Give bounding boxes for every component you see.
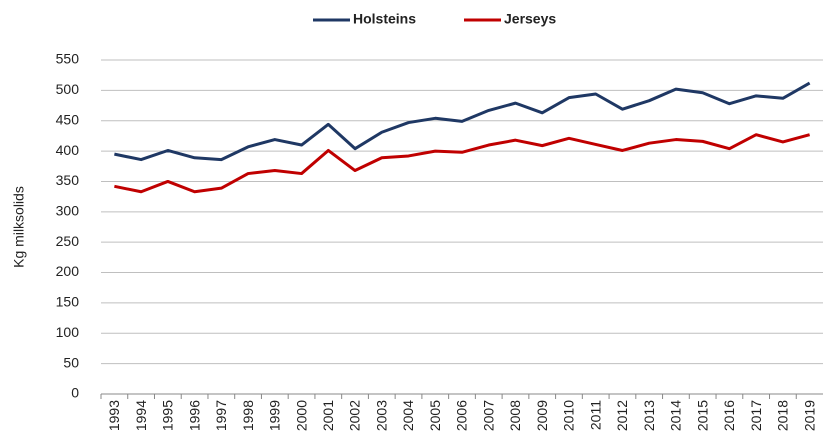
y-tick-label: 50 — [63, 354, 79, 370]
x-tick-label: 2002 — [347, 400, 363, 431]
x-tick-label: 2011 — [587, 400, 603, 430]
x-tick-label: 1996 — [186, 400, 202, 431]
x-tick-label: 2010 — [561, 400, 577, 431]
y-tick-label: 0 — [71, 385, 79, 401]
series-line — [114, 133, 811, 194]
y-tick-label: 500 — [56, 81, 80, 97]
x-tick-label: 2015 — [694, 400, 710, 431]
x-tick-label: 1993 — [106, 400, 122, 431]
x-tick-label: 1999 — [267, 400, 283, 431]
y-tick-label: 100 — [56, 324, 80, 340]
y-tick-label: 150 — [56, 294, 80, 310]
x-tick-label: 1995 — [160, 400, 176, 431]
legend-label: Jerseys — [504, 11, 556, 27]
x-tick-label: 1998 — [240, 400, 256, 431]
y-tick-label: 250 — [56, 233, 80, 249]
x-tick-label: 2013 — [641, 400, 657, 431]
y-tick-label: 350 — [56, 172, 80, 188]
x-tick-label: 2005 — [427, 400, 443, 431]
x-tick-label: 2007 — [480, 400, 496, 431]
y-tick-label: 550 — [56, 51, 80, 67]
x-tick-label: 2003 — [373, 400, 389, 431]
y-axis-title: Kg milksolids — [11, 186, 27, 268]
y-tick-label: 300 — [56, 203, 80, 219]
x-tick-label: 2008 — [507, 400, 523, 431]
y-tick-label: 200 — [56, 263, 80, 279]
x-tick-label: 2000 — [293, 400, 309, 431]
x-tick-label: 2004 — [400, 400, 416, 431]
x-tick-label: 2012 — [614, 400, 630, 431]
x-tick-label: 2009 — [534, 400, 550, 431]
x-tick-label: 2014 — [668, 400, 684, 431]
legend-label: Holsteins — [353, 11, 416, 27]
y-tick-label: 400 — [56, 142, 80, 158]
x-tick-label: 2017 — [748, 400, 764, 431]
x-tick-label: 2018 — [775, 400, 791, 431]
x-tick-label: 2016 — [721, 400, 737, 431]
y-tick-label: 450 — [56, 111, 80, 127]
x-tick-label: 1997 — [213, 400, 229, 431]
x-tick-label: 1994 — [133, 400, 149, 431]
x-tick-label: 2006 — [454, 400, 470, 431]
x-tick-label: 2001 — [320, 400, 336, 431]
x-tick-label: 2019 — [801, 400, 817, 431]
series-line — [114, 81, 811, 162]
